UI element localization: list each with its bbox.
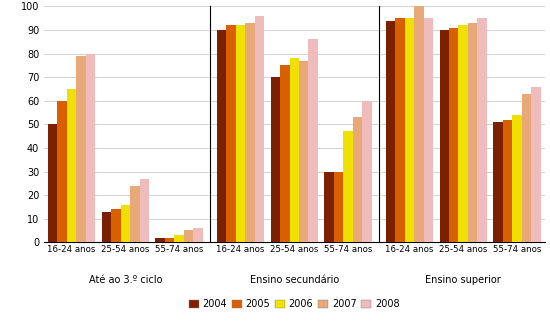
Bar (395, 18, 405, 242)
Bar (299, 61, 309, 242)
Text: Até ao 3.º ciclo: Até ao 3.º ciclo (89, 275, 162, 285)
Bar (67, 89, 76, 242)
Bar (362, 101, 372, 242)
Bar (217, 30, 227, 242)
Bar (86, 54, 95, 242)
Bar (236, 25, 245, 242)
Bar (111, 209, 120, 242)
Bar (255, 16, 264, 242)
Text: Ensino secundário: Ensino secundário (250, 275, 339, 285)
Text: Ensino superior: Ensino superior (425, 275, 501, 285)
Legend: 2004, 2005, 2006, 2007, 2008: 2004, 2005, 2006, 2007, 2008 (185, 295, 404, 313)
Bar (165, 237, 174, 242)
Bar (353, 117, 362, 242)
Bar (324, 172, 334, 242)
Bar (57, 101, 67, 242)
Bar (76, 56, 86, 242)
Bar (449, 28, 459, 242)
Bar (245, 23, 255, 242)
Bar (130, 186, 140, 242)
Bar (280, 65, 289, 242)
Bar (271, 77, 280, 242)
Bar (184, 231, 193, 242)
Bar (493, 122, 503, 242)
Bar (521, 94, 531, 242)
Bar (309, 39, 318, 242)
Bar (140, 179, 149, 242)
Bar (102, 212, 111, 242)
Bar (459, 25, 468, 242)
Bar (531, 87, 541, 242)
Bar (227, 25, 236, 242)
Bar (512, 115, 521, 242)
Bar (386, 21, 395, 242)
Bar (503, 120, 512, 242)
Bar (334, 172, 343, 242)
Bar (174, 235, 184, 242)
Bar (424, 18, 433, 242)
Bar (289, 58, 299, 242)
Bar (155, 237, 165, 242)
Bar (468, 23, 477, 242)
Bar (414, 6, 424, 242)
Bar (439, 30, 449, 242)
Bar (48, 124, 57, 242)
Bar (405, 18, 414, 242)
Bar (193, 228, 203, 242)
Bar (343, 131, 353, 242)
Bar (477, 18, 487, 242)
Bar (120, 204, 130, 242)
